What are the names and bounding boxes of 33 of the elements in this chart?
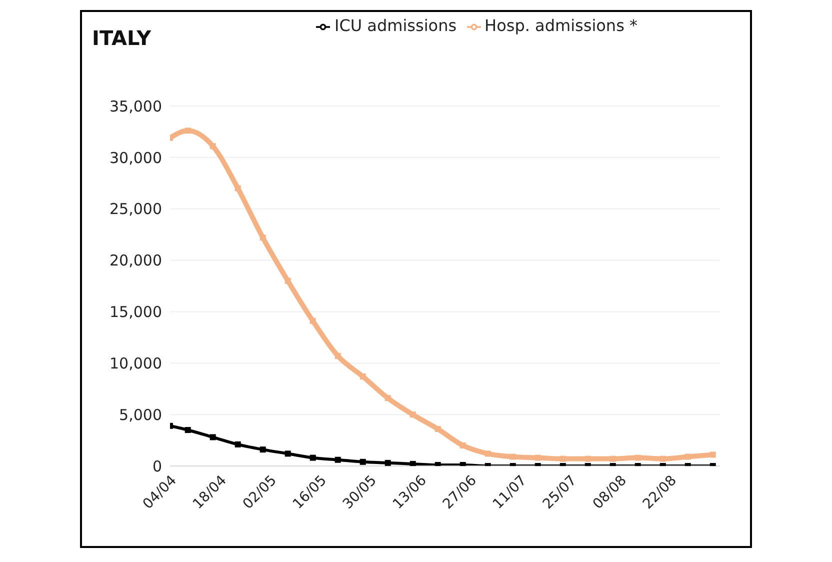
point (234, 185, 241, 192)
point (210, 434, 216, 440)
point (360, 374, 366, 380)
point (260, 234, 266, 241)
y-tick-label: 20,000 (110, 252, 162, 270)
legend-label: ICU admissions (334, 16, 457, 35)
y-tick-label: 10,000 (110, 354, 162, 372)
point (384, 460, 391, 466)
point (260, 446, 266, 453)
point (710, 452, 716, 458)
y-tick-label: 5,000 (119, 406, 162, 424)
y-tick-label: 0 (152, 457, 162, 476)
point (284, 278, 291, 284)
point (384, 395, 391, 402)
point (334, 456, 341, 463)
legend-label: Hosp. admissions * (484, 16, 638, 35)
y-tick-label: 15,000 (110, 303, 162, 322)
point (410, 412, 416, 418)
point (410, 460, 416, 466)
point (460, 442, 466, 448)
chart-title: ITALY (92, 26, 152, 50)
y-tick-label: 30,000 (110, 148, 162, 167)
point (284, 450, 291, 457)
y-tick-label: 25,000 (110, 200, 162, 218)
y-tick-label: 35,000 (110, 97, 162, 116)
point (210, 143, 216, 150)
point (234, 441, 241, 448)
point (184, 427, 191, 433)
point (434, 426, 441, 432)
point (360, 458, 366, 465)
point (334, 352, 341, 359)
point (310, 318, 316, 324)
point (310, 454, 316, 461)
